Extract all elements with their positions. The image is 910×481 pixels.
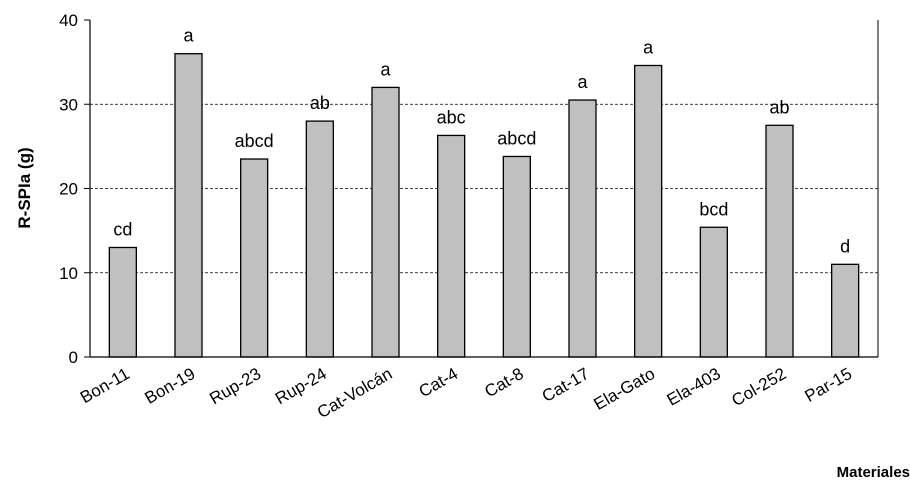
bars [108,53,860,358]
x-tick-label: Bon-19 [142,364,199,408]
significance-label: ab [310,93,330,113]
x-tick-label: Par-15 [801,364,855,406]
x-tick-label: Cat-4 [416,364,462,401]
bar [240,158,269,358]
axes [89,20,879,358]
x-tick-label: Col-252 [728,364,789,410]
significance-label: abcd [235,131,274,151]
y-tick-label: 10 [59,264,78,283]
bar [568,99,597,358]
bar [108,246,137,358]
bar [765,124,794,358]
y-ticks: 0 10 20 30 40 [59,11,90,367]
x-tick-label: Rup-23 [206,364,264,408]
bar [831,263,860,358]
significance-label: a [577,72,588,92]
significance-label: a [183,26,194,46]
x-axis-title: Materiales [837,464,910,481]
significance-label: ab [769,97,789,117]
x-tick-label: Cat-8 [481,364,527,401]
significance-label: abcd [497,128,536,148]
significance-label: d [840,236,850,256]
significance-label: a [643,37,654,57]
y-tick-label: 40 [59,11,78,30]
y-tick-label: 20 [59,180,78,199]
y-tick-label: 0 [69,348,78,367]
significance-label: cd [113,219,132,239]
bar [502,155,531,358]
bar [174,53,203,358]
significance-label: abc [437,107,466,127]
x-tick-label: Ela-403 [664,364,724,410]
y-axis-title: R-SPIa (g) [15,147,34,228]
significance-label: bcd [699,199,728,219]
x-tick-label: Bon-11 [77,364,133,407]
bar [699,226,728,358]
x-tick-label: Ela-Gato [591,364,659,414]
significance-label: a [380,59,391,79]
bar [437,134,466,358]
y-tick-label: 30 [59,95,78,114]
x-tick-label: Cat-Volcán [314,364,396,422]
bar [305,120,334,358]
bar [634,64,663,358]
gridlines [90,103,878,274]
bar [371,86,400,358]
x-tick-label: Cat-17 [539,364,593,406]
